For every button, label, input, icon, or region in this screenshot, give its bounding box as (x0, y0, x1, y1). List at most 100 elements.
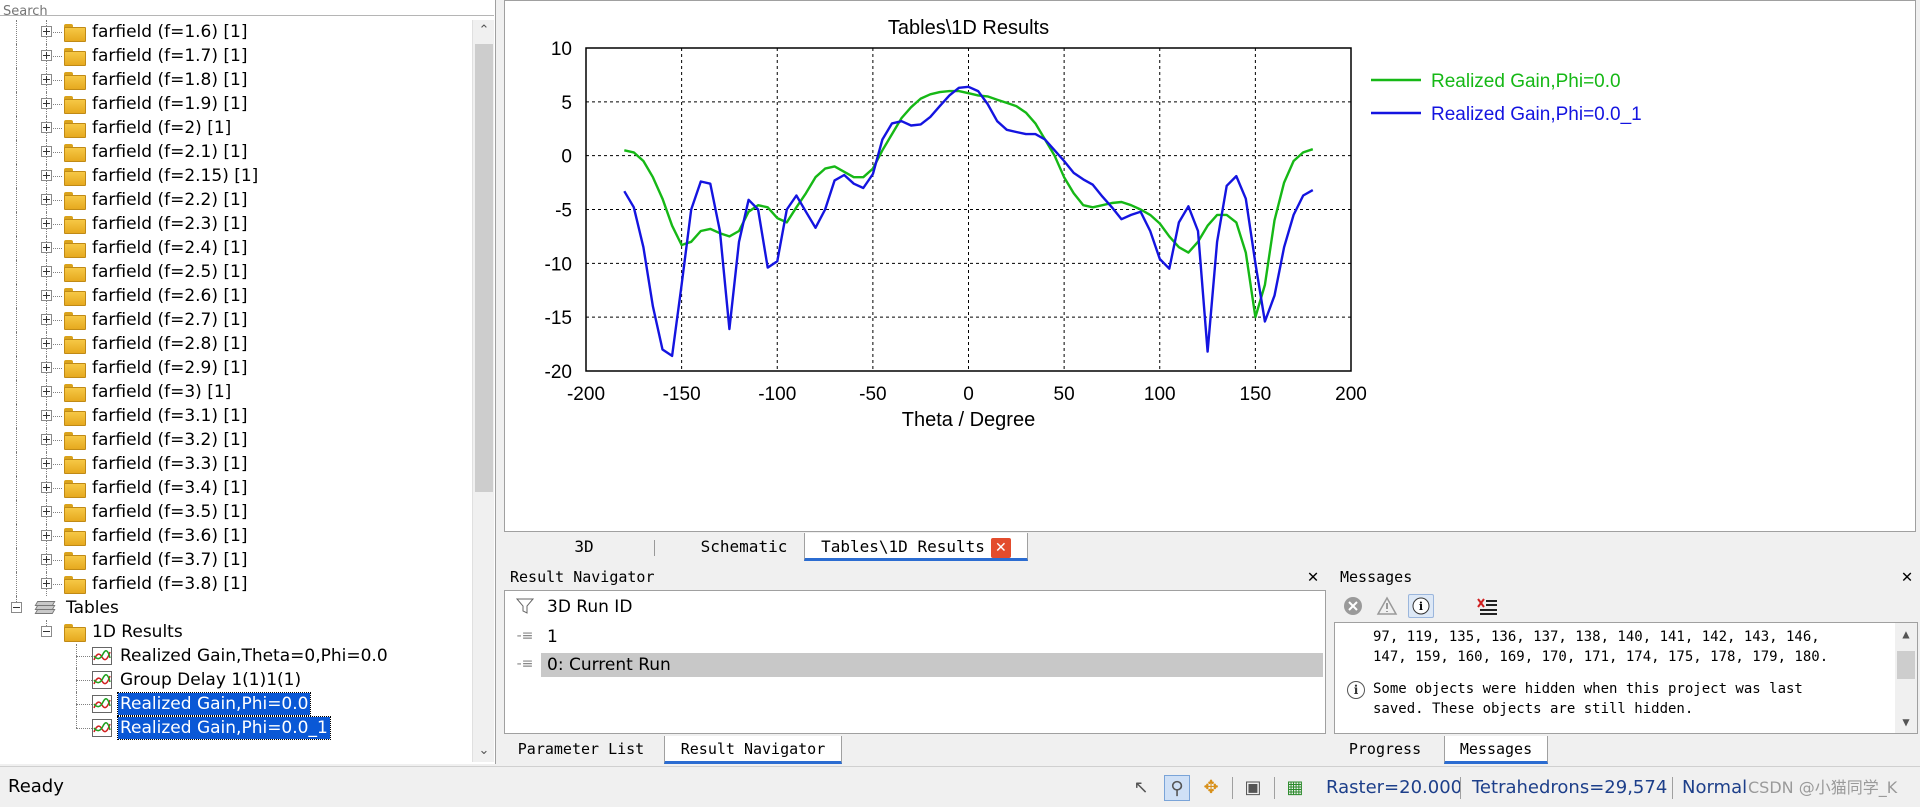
expand-icon[interactable] (41, 410, 52, 421)
folder-icon (64, 24, 86, 42)
tree-item-label: farfield (f=3.1) [1] (92, 406, 248, 426)
tree-item-farfield[interactable]: farfield (f=3.5) [1] (0, 500, 472, 524)
zoom-icon[interactable]: ⚲ (1164, 775, 1190, 801)
message-text: saved. These objects are still hidden. (1373, 701, 1694, 717)
scroll-thumb[interactable] (1897, 651, 1915, 679)
search-input[interactable] (0, 4, 494, 19)
expand-icon[interactable] (41, 314, 52, 325)
scroll-down-icon[interactable]: ▼ (1902, 715, 1910, 729)
tree-item-farfield[interactable]: farfield (f=3.2) [1] (0, 428, 472, 452)
tree-item-farfield[interactable]: farfield (f=2.2) [1] (0, 188, 472, 212)
x-tick-label: 200 (1335, 384, 1367, 405)
expand-icon[interactable] (41, 458, 52, 469)
scroll-down-icon[interactable]: ⌄ (478, 743, 490, 758)
scroll-thumb[interactable] (475, 44, 493, 492)
expand-icon[interactable] (41, 506, 52, 517)
expand-icon[interactable] (41, 482, 52, 493)
info-filter-icon[interactable]: i (1408, 594, 1434, 618)
tab-3d[interactable]: 3D (534, 533, 634, 561)
pin-icon[interactable]: -≡ (516, 628, 534, 644)
tree-item-farfield[interactable]: farfield (f=2.8) [1] (0, 332, 472, 356)
expand-icon[interactable] (41, 434, 52, 445)
message-text: Some objects were hidden when this proje… (1373, 681, 1803, 697)
tree-item-farfield[interactable]: farfield (f=1.8) [1] (0, 68, 472, 92)
scroll-up-icon[interactable]: ▲ (1902, 627, 1910, 641)
pin-icon[interactable]: -≡ (516, 656, 534, 672)
tab-result-navigator[interactable]: Result Navigator (664, 736, 842, 764)
tab-messages[interactable]: Messages (1444, 736, 1548, 764)
close-icon[interactable]: ✕ (1901, 566, 1913, 587)
pan-icon[interactable]: ✥ (1203, 777, 1219, 798)
expand-icon[interactable] (41, 218, 52, 229)
warning-filter-icon[interactable] (1374, 594, 1400, 618)
tab-parameter-list[interactable]: Parameter List (506, 736, 656, 764)
tree-item-result[interactable]: Realized Gain,Phi=0.0_1 (0, 716, 472, 740)
tree-item-result[interactable]: Realized Gain,Theta=0,Phi=0.0 (0, 644, 472, 668)
chart-title: Tables\1D Results (888, 17, 1049, 39)
tab-progress[interactable]: Progress (1336, 736, 1434, 764)
collapse-icon[interactable] (41, 626, 52, 637)
tree-scrollbar[interactable]: ⌃ ⌄ (472, 20, 494, 762)
tree-item-farfield[interactable]: farfield (f=1.6) [1] (0, 20, 472, 44)
tree-item-farfield[interactable]: farfield (f=1.7) [1] (0, 44, 472, 68)
tree-item-farfield[interactable]: farfield (f=2.4) [1] (0, 236, 472, 260)
expand-icon[interactable] (41, 362, 52, 373)
close-tab-icon[interactable]: ✕ (990, 537, 1011, 558)
tree-item-farfield[interactable]: farfield (f=3.6) [1] (0, 524, 472, 548)
expand-icon[interactable] (41, 50, 52, 61)
expand-icon[interactable] (41, 194, 52, 205)
expand-icon[interactable] (41, 290, 52, 301)
tree-item-farfield[interactable]: farfield (f=3) [1] (0, 380, 472, 404)
expand-icon[interactable] (41, 578, 52, 589)
expand-icon[interactable] (41, 74, 52, 85)
nav-row-run[interactable]: -≡ 1 (505, 621, 1325, 651)
mesh-view-icon[interactable]: ▦ (1286, 777, 1304, 798)
expand-icon[interactable] (41, 122, 52, 133)
expand-icon[interactable] (41, 146, 52, 157)
expand-icon[interactable] (41, 386, 52, 397)
tree-item-farfield[interactable]: farfield (f=3.3) [1] (0, 452, 472, 476)
tree-item-1d-results[interactable]: 1D Results (0, 620, 472, 644)
tree-item-result[interactable]: Group Delay 1(1)1(1) (0, 668, 472, 692)
clear-messages-icon[interactable] (1474, 594, 1500, 618)
folder-icon (64, 168, 86, 186)
tree-item-result[interactable]: Realized Gain,Phi=0.0 (0, 692, 472, 716)
tree-item-farfield[interactable]: farfield (f=3.1) [1] (0, 404, 472, 428)
tree-item-farfield[interactable]: farfield (f=3.8) [1] (0, 572, 472, 596)
tab-1d-results[interactable]: Tables\1D Results ✕ (804, 533, 1028, 561)
tree-item-farfield[interactable]: farfield (f=1.9) [1] (0, 92, 472, 116)
expand-icon[interactable] (41, 98, 52, 109)
tab-schematic[interactable]: Schematic (674, 533, 814, 561)
expand-icon[interactable] (41, 554, 52, 565)
messages-scrollbar[interactable]: ▲ ▼ (1895, 623, 1917, 733)
folder-icon (64, 624, 86, 642)
close-icon[interactable]: ✕ (1307, 566, 1319, 587)
tree-item-farfield[interactable]: farfield (f=2.7) [1] (0, 308, 472, 332)
collapse-icon[interactable] (11, 602, 22, 613)
expand-icon[interactable] (41, 266, 52, 277)
tree-item-farfield[interactable]: farfield (f=2) [1] (0, 116, 472, 140)
fit-view-icon[interactable]: ▣ (1244, 777, 1262, 798)
expand-icon[interactable] (41, 242, 52, 253)
nav-row-current[interactable]: -≡ 0: Current Run (505, 649, 1325, 679)
tree-item-farfield[interactable]: farfield (f=2.3) [1] (0, 212, 472, 236)
progress-tab-label: Progress (1348, 740, 1422, 758)
nav-row-header[interactable]: 3D Run ID (505, 591, 1325, 621)
scroll-up-icon[interactable]: ⌃ (478, 23, 490, 38)
tree-item-farfield[interactable]: farfield (f=2.1) [1] (0, 140, 472, 164)
tree-item-tables[interactable]: Tables (0, 596, 472, 620)
expand-icon[interactable] (41, 26, 52, 37)
filter-icon[interactable] (515, 597, 535, 615)
tree-item-farfield[interactable]: farfield (f=3.4) [1] (0, 476, 472, 500)
expand-icon[interactable] (41, 170, 52, 181)
error-filter-icon[interactable] (1340, 594, 1366, 618)
tree-item-farfield[interactable]: farfield (f=2.5) [1] (0, 260, 472, 284)
tree-item-farfield[interactable]: farfield (f=2.6) [1] (0, 284, 472, 308)
pointer-icon[interactable]: ↖ (1133, 777, 1149, 798)
expand-icon[interactable] (41, 338, 52, 349)
tree-item-farfield[interactable]: farfield (f=3.7) [1] (0, 548, 472, 572)
expand-icon[interactable] (41, 530, 52, 541)
tree-item-farfield[interactable]: farfield (f=2.15) [1] (0, 164, 472, 188)
tree-item-farfield[interactable]: farfield (f=2.9) [1] (0, 356, 472, 380)
